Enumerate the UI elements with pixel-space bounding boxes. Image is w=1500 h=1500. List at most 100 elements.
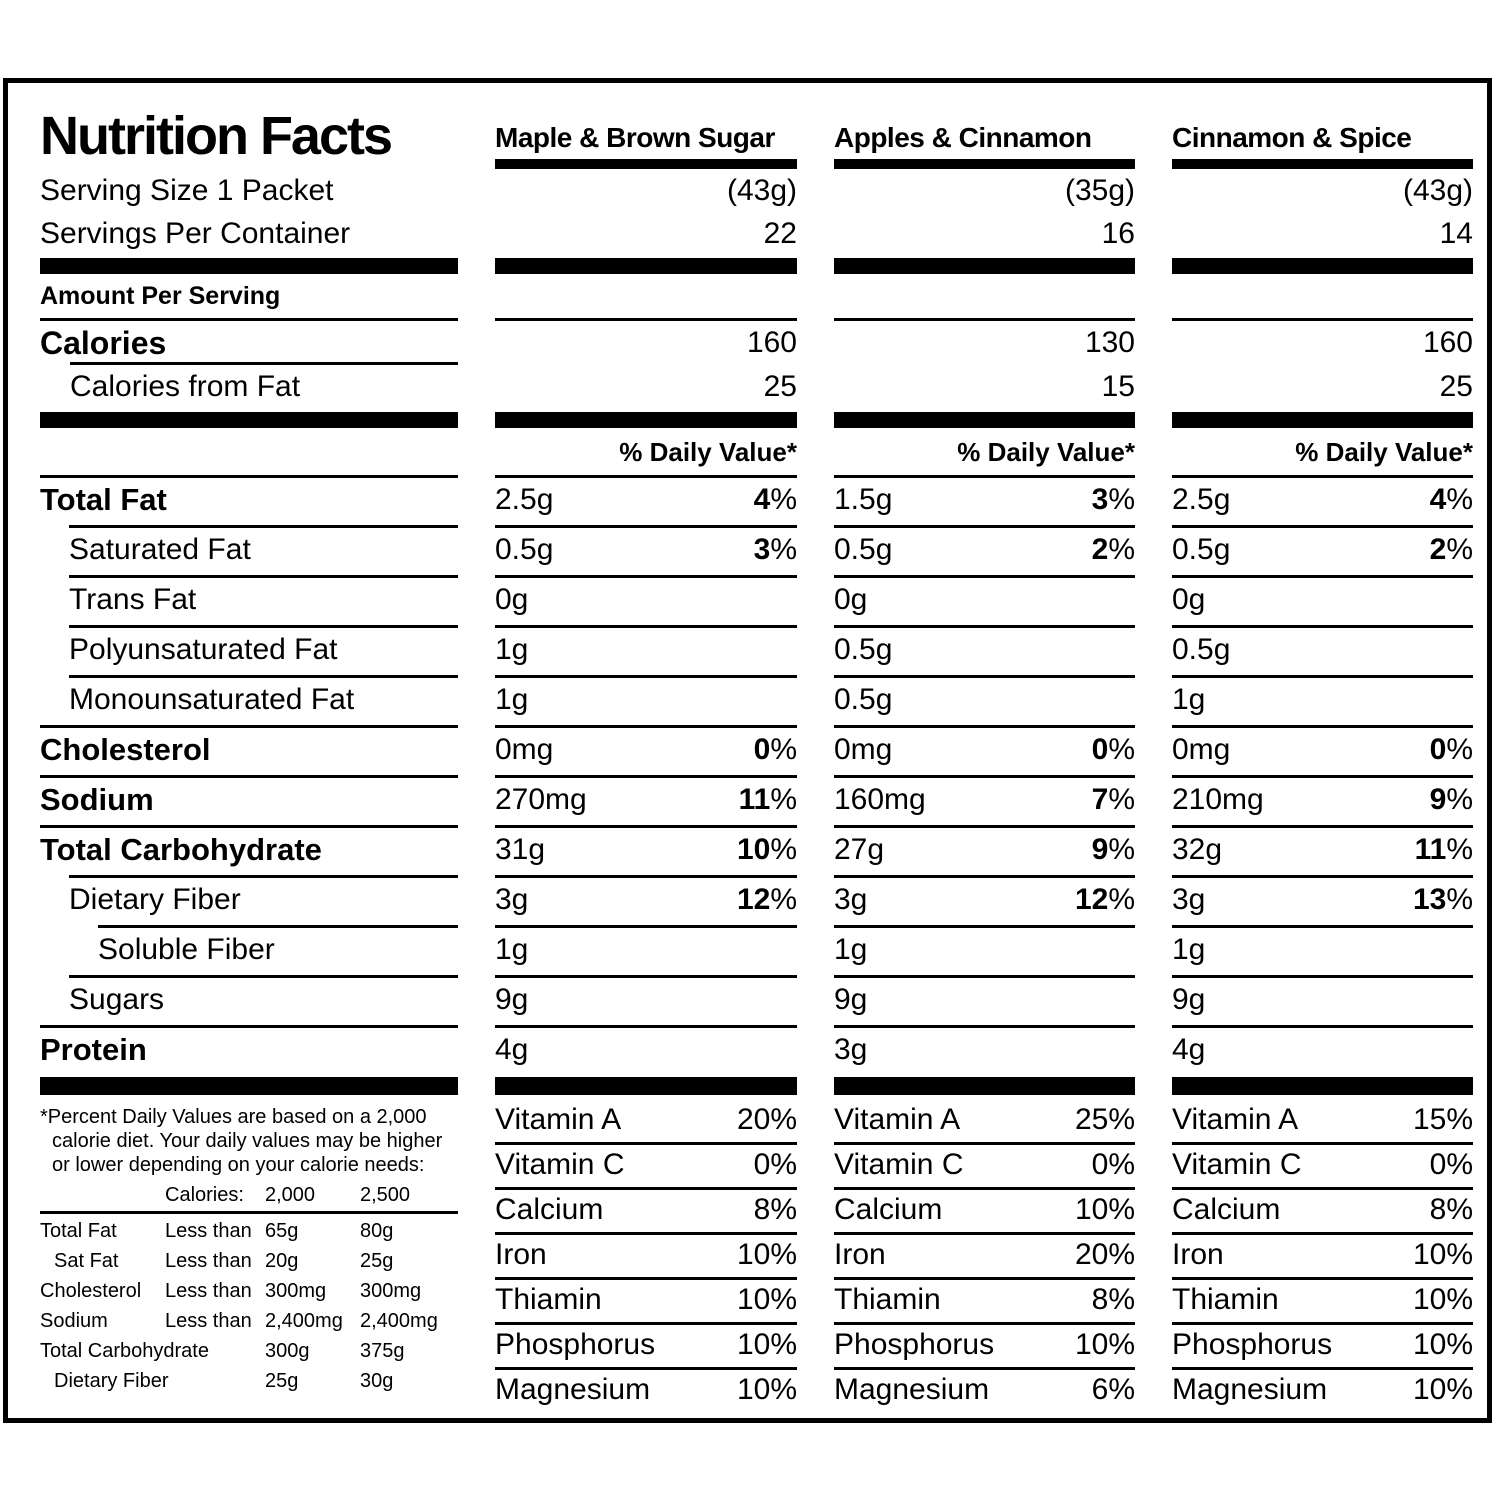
vitamin-row-vitamin-a: Vitamin A 20%	[495, 1097, 797, 1142]
nutrient-value-protein: 3g	[834, 1025, 1135, 1075]
vitamin-label: Phosphorus	[495, 1327, 656, 1361]
rule	[834, 825, 1135, 828]
nutrient-value-soluble-fiber: 1g	[1172, 925, 1473, 975]
nutrient-label-sodium: Sodium	[40, 775, 458, 825]
vitamin-label: Vitamin C	[495, 1147, 625, 1181]
amount: 0mg	[495, 733, 554, 766]
rule	[834, 1277, 1135, 1280]
vitamin-row-vitamin-c: Vitamin C 0%	[834, 1142, 1135, 1187]
rule	[834, 1232, 1135, 1235]
serving-size-label: Serving Size 1 Packet	[40, 173, 334, 207]
rule	[495, 1232, 797, 1235]
rule	[834, 575, 1135, 578]
nutrient-value-polyunsaturated-fat: 0.5g	[834, 625, 1135, 675]
rule	[495, 925, 797, 928]
nutrient-value-cholesterol: 0mg 0%	[1172, 725, 1473, 775]
nutrient-value-soluble-fiber: 1g	[495, 925, 797, 975]
nutrient-label-total-fat: Total Fat	[40, 475, 458, 525]
amount: 0.5g	[1172, 533, 1231, 566]
vitamin-percent: 10%	[1412, 1282, 1473, 1316]
rule	[495, 575, 797, 578]
amount: 4g	[495, 1033, 529, 1066]
daily-value-header: % Daily Value*	[619, 436, 797, 467]
nutrient-label-text: Sugars	[69, 983, 165, 1016]
rule	[495, 1322, 797, 1325]
footnote-text: *Percent Daily Values are based on a 2,0…	[40, 1106, 443, 1176]
rule	[1172, 1232, 1473, 1235]
footnote-value-2000: 300mg	[265, 1280, 327, 1302]
footnote-value-2500: 375g	[360, 1340, 405, 1362]
calories-value: 130	[1084, 326, 1135, 359]
rule	[495, 1367, 797, 1370]
daily-values-table: Calories: 2,000 2,500 Total Fat Less than 65g…	[40, 1180, 458, 1396]
daily-value-percent: 12%	[1074, 883, 1135, 916]
nutrient-value-total-carbohydrate: 27g 9%	[834, 825, 1135, 875]
amount: 0g	[834, 583, 868, 616]
daily-value-percent: 13%	[1412, 883, 1473, 916]
vitamin-percent: 20%	[1074, 1237, 1135, 1271]
rule	[40, 825, 458, 828]
calories-from-fat-value: 25	[763, 370, 797, 403]
nutrient-value-sodium: 270mg 11%	[495, 775, 797, 825]
divider-bar	[495, 255, 797, 275]
vitamin-label: Vitamin C	[1172, 1147, 1302, 1181]
vitamin-label: Magnesium	[834, 1372, 990, 1406]
vitamin-percent: 10%	[1412, 1372, 1473, 1406]
amount: 32g	[1172, 833, 1223, 866]
nutrient-value-soluble-fiber: 1g	[834, 925, 1135, 975]
rule	[1172, 825, 1473, 828]
daily-value-percent: 11%	[1414, 833, 1473, 866]
rule	[1172, 1187, 1473, 1190]
divider-bar-fill	[834, 1077, 1135, 1095]
footnote-value-2000: 300g	[265, 1340, 310, 1362]
nutrient-value-saturated-fat: 0.5g 3%	[495, 525, 797, 575]
daily-value-percent: 9%	[1091, 833, 1135, 866]
serving-weight: (35g)	[1064, 173, 1135, 207]
amount: 2.5g	[495, 483, 554, 516]
rule	[834, 1187, 1135, 1190]
daily-value-percent: 4%	[1429, 483, 1473, 516]
nutrient-label-text: Polyunsaturated Fat	[69, 633, 338, 666]
footnote-row-label: Sat Fat	[54, 1250, 119, 1272]
footnote-row-label: Cholesterol	[40, 1280, 142, 1302]
rule	[495, 475, 797, 478]
footnote-value-2500: 2,400mg	[360, 1310, 438, 1332]
vitamin-label: Phosphorus	[1172, 1327, 1333, 1361]
rule	[1172, 975, 1473, 978]
amount: 3g	[834, 883, 868, 916]
rule	[834, 1142, 1135, 1145]
rule	[495, 1277, 797, 1280]
vitamin-row-phosphorus: Phosphorus 10%	[834, 1322, 1135, 1367]
rule	[834, 475, 1135, 478]
nutrient-label-text: Cholesterol	[40, 732, 211, 767]
nutrient-value-cholesterol: 0mg 0%	[495, 725, 797, 775]
calories-label: Calories	[40, 321, 458, 365]
nutrient-value-sodium: 160mg 7%	[834, 775, 1135, 825]
vitamin-percent: 0%	[1091, 1147, 1135, 1181]
rule	[834, 625, 1135, 628]
spacer	[40, 1180, 165, 1210]
nutrient-label-polyunsaturated-fat: Polyunsaturated Fat	[40, 625, 458, 675]
nutrient-label-text: Monounsaturated Fat	[69, 683, 355, 716]
amount: 9g	[1172, 983, 1206, 1016]
vitamin-percent: 10%	[736, 1372, 797, 1406]
vitamin-label: Vitamin C	[834, 1147, 964, 1181]
rule	[1172, 1142, 1473, 1145]
vitamin-row-vitamin-a: Vitamin A 25%	[834, 1097, 1135, 1142]
vitamin-label: Vitamin A	[834, 1102, 961, 1136]
footnote-row-label: Dietary Fiber	[54, 1370, 169, 1392]
daily-value-percent: 0%	[1429, 733, 1473, 766]
nutrient-value-trans-fat: 0g	[834, 575, 1135, 625]
nutrient-value-protein: 4g	[1172, 1025, 1473, 1075]
footnote-calories-label: Calories:	[165, 1184, 244, 1206]
servings-per-container: 16	[1101, 216, 1135, 250]
nutrient-label-text: Protein	[40, 1032, 147, 1067]
amount: 160mg	[834, 783, 926, 816]
amount: 0g	[495, 583, 529, 616]
nutrient-label-dietary-fiber: Dietary Fiber	[40, 875, 458, 925]
rule	[495, 625, 797, 628]
nutrient-label-text: Soluble Fiber	[98, 933, 275, 966]
vitamin-row-vitamin-c: Vitamin C 0%	[495, 1142, 797, 1187]
nutrition-label: Nutrition Facts Maple & Brown Sugar Appl…	[3, 78, 1492, 1423]
rule	[1172, 525, 1473, 528]
